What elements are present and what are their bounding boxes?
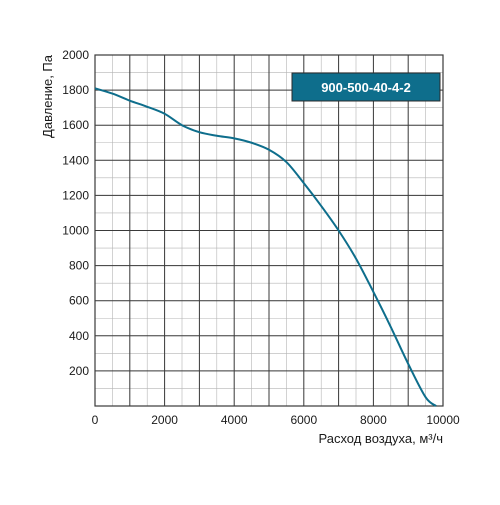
y-tick-label: 200 [69, 364, 89, 378]
y-tick-label: 1000 [62, 224, 89, 238]
legend-box [291, 72, 441, 102]
y-tick-label: 800 [69, 259, 89, 273]
x-tick-label: 8000 [360, 413, 387, 427]
x-tick-label: 10000 [426, 413, 460, 427]
y-tick-label: 600 [69, 294, 89, 308]
y-axis-label: Давление, Па [40, 54, 55, 138]
y-tick-label: 1400 [62, 153, 89, 167]
y-tick-label: 1200 [62, 188, 89, 202]
legend: 900-500-40-4-2 [291, 72, 441, 102]
x-tick-label: 6000 [290, 413, 317, 427]
y-tick-label: 2000 [62, 48, 89, 62]
x-tick-label: 2000 [151, 413, 178, 427]
x-axis-label: Расход воздуха, м³/ч [318, 431, 443, 446]
y-tick-label: 1600 [62, 118, 89, 132]
tick-labels: 0 2000 4000 6000 8000 10000 200 400 600 800 1000 12… [62, 48, 460, 427]
series-layer [94, 87, 437, 407]
y-tick-label: 400 [69, 329, 89, 343]
plot-frame [94, 54, 444, 407]
y-tick-label: 1800 [62, 83, 89, 97]
x-tick-label: 4000 [221, 413, 248, 427]
legend-series-name: 900-500-40-4-2 [321, 80, 411, 95]
major-grid [94, 54, 444, 407]
x-tick-label: 0 [92, 413, 99, 427]
series-line [94, 87, 437, 407]
